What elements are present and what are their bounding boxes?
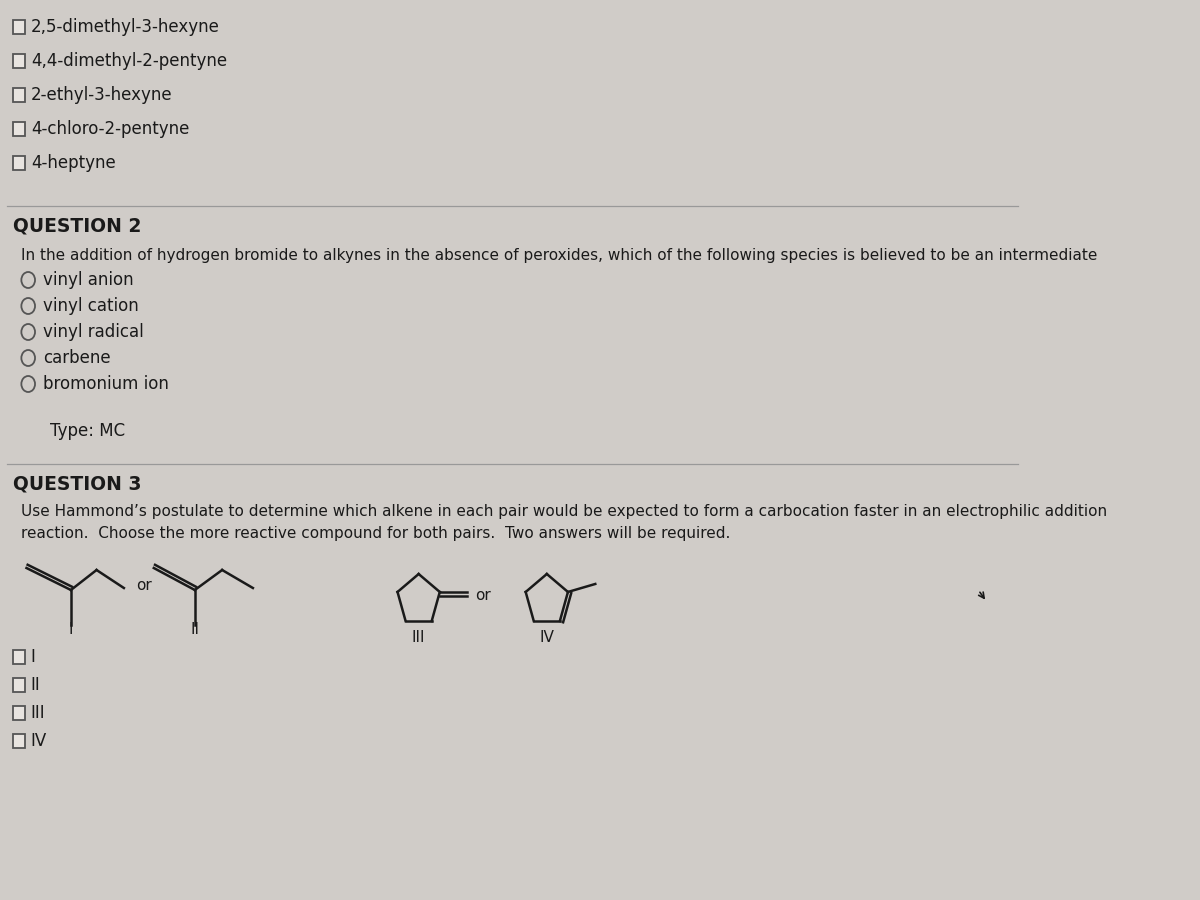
Bar <box>13 54 25 68</box>
Bar <box>13 650 25 664</box>
Text: In the addition of hydrogen bromide to alkynes in the absence of peroxides, whic: In the addition of hydrogen bromide to a… <box>20 248 1097 263</box>
Text: vinyl anion: vinyl anion <box>43 271 133 289</box>
Text: or: or <box>475 588 491 603</box>
Text: III: III <box>31 704 46 722</box>
Text: QUESTION 2: QUESTION 2 <box>13 217 142 236</box>
Text: Use Hammond’s postulate to determine which alkene in each pair would be expected: Use Hammond’s postulate to determine whi… <box>20 504 1106 519</box>
Bar <box>13 88 25 102</box>
Text: II: II <box>31 676 41 694</box>
Text: I: I <box>31 648 36 666</box>
Bar <box>13 122 25 136</box>
Text: 4,4-dimethyl-2-pentyne: 4,4-dimethyl-2-pentyne <box>31 52 227 70</box>
Bar <box>13 20 25 34</box>
Text: carbene: carbene <box>43 349 110 367</box>
Text: I: I <box>68 622 73 637</box>
Bar <box>13 706 25 720</box>
Text: reaction.  Choose the more reactive compound for both pairs.  Two answers will b: reaction. Choose the more reactive compo… <box>20 526 730 541</box>
Text: bromonium ion: bromonium ion <box>43 375 168 393</box>
Bar <box>13 156 25 170</box>
Text: IV: IV <box>539 630 554 645</box>
Bar <box>13 678 25 692</box>
Text: Type: MC: Type: MC <box>49 422 125 440</box>
Text: III: III <box>412 630 426 645</box>
Text: vinyl cation: vinyl cation <box>43 297 138 315</box>
Text: 4-chloro-2-pentyne: 4-chloro-2-pentyne <box>31 120 190 138</box>
Text: IV: IV <box>31 732 47 750</box>
Text: QUESTION 3: QUESTION 3 <box>13 475 142 494</box>
Text: or: or <box>136 578 151 593</box>
Bar <box>13 734 25 748</box>
Text: 4-heptyne: 4-heptyne <box>31 154 115 172</box>
Text: vinyl radical: vinyl radical <box>43 323 144 341</box>
Text: 2-ethyl-3-hexyne: 2-ethyl-3-hexyne <box>31 86 173 104</box>
Text: 2,5-dimethyl-3-hexyne: 2,5-dimethyl-3-hexyne <box>31 18 220 36</box>
Text: II: II <box>191 622 199 637</box>
